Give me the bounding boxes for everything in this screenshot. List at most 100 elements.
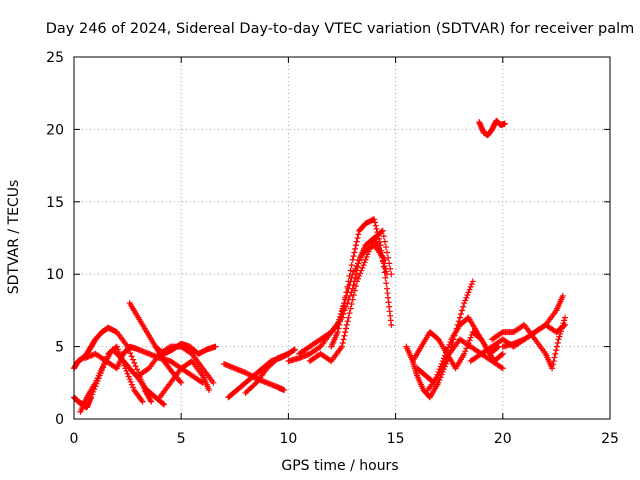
x-tick-label: 0	[70, 431, 79, 447]
data-point	[556, 333, 563, 340]
data-point	[343, 292, 350, 299]
data-point	[281, 387, 288, 394]
data-point	[461, 300, 468, 307]
data-point	[206, 387, 213, 394]
data-point	[132, 363, 139, 370]
data-point	[438, 367, 445, 374]
data-point	[446, 341, 453, 348]
data-point	[349, 296, 356, 303]
data-point	[441, 352, 448, 359]
x-axis-ticks: 0 5 10 15 20 25	[70, 57, 619, 447]
data-point	[443, 356, 450, 363]
data-point	[377, 242, 384, 249]
data-point	[498, 330, 505, 337]
data-point	[381, 256, 388, 263]
data-point	[369, 243, 376, 250]
data-point	[549, 365, 556, 372]
series-arc-23	[476, 117, 508, 139]
data-point	[555, 336, 562, 343]
data-point	[347, 278, 354, 285]
series-arc-8	[156, 358, 213, 401]
data-point	[342, 329, 349, 336]
data-point	[123, 368, 130, 375]
data-point	[339, 307, 346, 314]
series-arc-13	[296, 216, 395, 357]
data-point	[554, 339, 561, 346]
data-point	[285, 350, 292, 357]
data-point	[352, 265, 359, 272]
data-point	[187, 349, 194, 356]
data-point	[353, 238, 360, 245]
data-point	[326, 357, 333, 364]
data-point	[357, 254, 364, 261]
data-point	[553, 347, 560, 354]
data-point	[386, 260, 393, 267]
data-point	[210, 379, 217, 386]
data-point	[336, 321, 343, 328]
series-arc-15	[328, 242, 388, 350]
data-point	[347, 267, 354, 274]
data-point	[371, 219, 378, 226]
data-point	[467, 283, 474, 290]
data-point	[463, 294, 470, 301]
data-point	[251, 381, 258, 388]
data-point	[388, 271, 395, 278]
data-point	[465, 289, 472, 296]
data-point	[436, 369, 443, 376]
data-point	[560, 322, 567, 329]
data-point	[341, 300, 348, 307]
data-point	[467, 334, 474, 341]
data-point	[128, 381, 135, 388]
data-point	[444, 353, 451, 360]
data-point	[212, 343, 219, 350]
data-point	[129, 384, 136, 391]
data-point	[340, 303, 347, 310]
data-point	[359, 264, 366, 271]
x-tick-label: 15	[387, 431, 405, 447]
data-point	[348, 274, 355, 281]
data-point	[342, 296, 349, 303]
data-point	[346, 310, 353, 317]
data-point	[148, 398, 155, 405]
data-point	[370, 237, 377, 244]
data-point	[126, 376, 133, 383]
data-point	[350, 292, 357, 299]
data-point	[348, 262, 355, 269]
data-point	[384, 249, 391, 256]
series-arc-7	[152, 340, 219, 357]
data-point	[380, 233, 387, 240]
y-tick-label: 5	[55, 340, 64, 356]
data-point	[382, 244, 389, 251]
data-point	[363, 254, 370, 261]
data-point	[347, 305, 354, 312]
data-point	[187, 358, 194, 365]
y-tick-label: 15	[46, 195, 64, 211]
grid-lines	[74, 57, 610, 419]
data-point	[344, 289, 351, 296]
data-point	[499, 350, 506, 357]
data-point	[440, 361, 447, 368]
data-point	[498, 364, 505, 371]
data-point	[114, 346, 121, 353]
data-point	[519, 322, 526, 329]
data-point	[468, 281, 475, 288]
data-point	[334, 329, 341, 336]
data-point	[466, 337, 473, 344]
series-arc-4	[81, 343, 206, 386]
x-tick-label: 10	[279, 431, 297, 447]
data-point	[139, 398, 146, 405]
series-arc-19	[424, 336, 506, 394]
data-point	[159, 400, 166, 407]
data-point	[372, 222, 379, 229]
data-point	[178, 379, 185, 386]
data-point	[551, 354, 558, 361]
data-point	[352, 242, 359, 249]
data-point	[337, 314, 344, 321]
data-point	[355, 231, 362, 238]
data-point	[362, 256, 369, 263]
data-point	[161, 401, 168, 408]
data-point	[351, 268, 358, 275]
data-point	[339, 343, 345, 350]
data-point	[462, 348, 469, 355]
